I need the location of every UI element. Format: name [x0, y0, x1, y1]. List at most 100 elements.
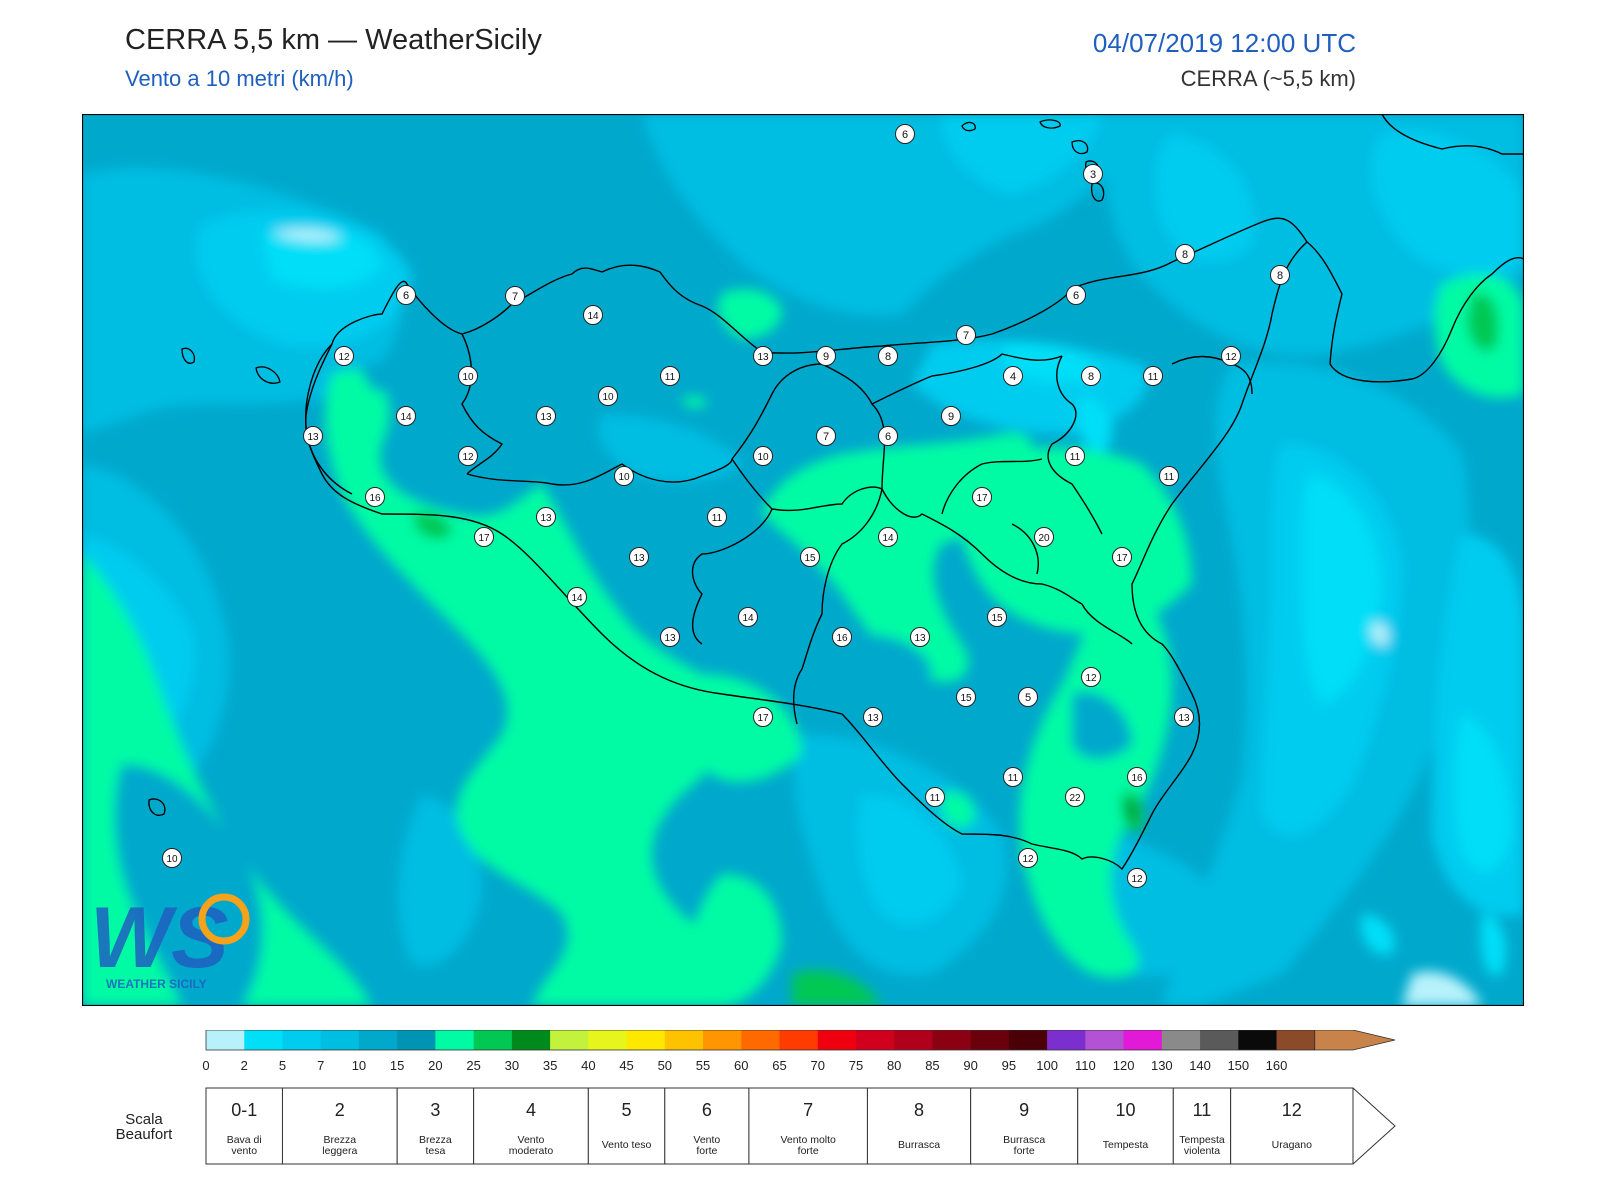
station-value: 13	[540, 513, 552, 524]
colorbar-bin	[664, 1030, 704, 1050]
colorbar-bin	[1200, 1030, 1239, 1050]
station-circle	[1066, 285, 1086, 305]
colorbar-tick-label: 30	[505, 1058, 519, 1073]
wind-station: 15	[987, 607, 1007, 627]
colorbar-bin	[320, 1030, 360, 1050]
beaufort-desc: Tempesta	[1103, 1139, 1149, 1151]
beaufort-desc-line2: leggera	[322, 1145, 357, 1157]
wind-station: 13	[536, 507, 556, 527]
colorbar-arrow	[1314, 1030, 1396, 1051]
station-value: 17	[976, 493, 988, 504]
colorbar-bin	[1085, 1030, 1125, 1050]
station-value: 11	[665, 372, 676, 383]
station-value: 12	[1022, 854, 1034, 865]
map-subtitle: Vento a 10 metri (km/h)	[125, 66, 354, 91]
beaufort-desc-line2: forte	[696, 1145, 717, 1157]
wind-station: 6	[1066, 285, 1086, 305]
beaufort-desc: Vento teso	[602, 1139, 652, 1151]
colorbar-bin	[358, 1030, 398, 1050]
wind-station: 13	[660, 627, 680, 647]
beaufort-number: 10	[1115, 1100, 1135, 1120]
station-value: 13	[540, 412, 552, 423]
station-value: 13	[664, 633, 676, 644]
station-circle	[707, 507, 727, 527]
wind-station: 22	[1065, 787, 1085, 807]
station-circle	[660, 366, 680, 386]
colorbar-bin	[473, 1030, 513, 1050]
station-circle	[396, 406, 416, 426]
station-circle	[1065, 787, 1085, 807]
beaufort-desc-line1: Brezza	[419, 1134, 452, 1146]
station-circle	[1159, 466, 1179, 486]
colorbar-tick-label: 150	[1227, 1058, 1249, 1073]
station-value: 10	[602, 392, 614, 403]
wind-station: 12	[1221, 346, 1241, 366]
weathersicily-logo: WS WEATHER SICILY	[90, 890, 250, 991]
colorbar-tick-label: 25	[466, 1058, 480, 1073]
colorbar-bin	[626, 1030, 666, 1050]
colorbar-tick-label: 130	[1151, 1058, 1173, 1073]
beaufort-number: 11	[1193, 1100, 1212, 1120]
colorbar-bin	[741, 1030, 780, 1050]
wind-station: 11	[1159, 466, 1179, 486]
wind-station: 14	[738, 607, 758, 627]
station-circle	[1034, 527, 1054, 547]
station-value: 14	[571, 593, 583, 604]
station-value: 3	[1090, 169, 1096, 181]
station-circle	[1081, 366, 1101, 386]
beaufort-number: 3	[430, 1100, 440, 1120]
colorbar-tick-label: 15	[390, 1058, 404, 1073]
wind-map: 6 3 8 8 6 7 14 6 7 12 13 9 8 12 10 11 4 8 11 10 14 13 9 13 7 6 12 1…	[82, 114, 1524, 1006]
wind-station: 12	[1127, 868, 1147, 888]
wind-station: 14	[878, 527, 898, 547]
station-circle	[816, 426, 836, 446]
station-value: 10	[618, 472, 630, 483]
colorbar-tick-label: 35	[543, 1058, 557, 1073]
beaufort-desc-line1: Vento molto	[780, 1134, 836, 1146]
beaufort-desc: Uragano	[1272, 1139, 1312, 1151]
station-value: 8	[885, 351, 891, 363]
beaufort-cell-box	[1230, 1087, 1396, 1165]
station-circle	[1221, 346, 1241, 366]
colorbar-bin	[970, 1030, 1010, 1050]
wind-station: 15	[800, 547, 820, 567]
colorbar-tick-label: 40	[581, 1058, 595, 1073]
wind-station: 7	[505, 286, 525, 306]
wind-station: 14	[567, 587, 587, 607]
station-circle	[832, 627, 852, 647]
model-label: CERRA (~5,5 km)	[1180, 66, 1356, 91]
colorbar-tick-label: 120	[1113, 1058, 1135, 1073]
beaufort-title-line2: Beaufort	[115, 1126, 173, 1143]
wind-station: 8	[1081, 366, 1101, 386]
colorbar-tick-label: 110	[1075, 1058, 1096, 1073]
station-value: 13	[1178, 713, 1190, 724]
station-circle	[614, 466, 634, 486]
station-value: 22	[1069, 793, 1081, 804]
colorbar-tick-label: 90	[963, 1058, 977, 1073]
colorbar-bin	[703, 1030, 742, 1050]
colorbar-bin	[282, 1030, 322, 1050]
colorbar-tick-label: 85	[925, 1058, 939, 1073]
station-circle	[629, 547, 649, 567]
station-circle	[895, 124, 915, 144]
colorbar-tick-label: 100	[1036, 1058, 1058, 1073]
colorbar-bin	[588, 1030, 628, 1050]
wind-station: 16	[1127, 767, 1147, 787]
wind-station: 17	[474, 527, 494, 547]
wind-station: 12	[334, 346, 354, 366]
wind-station: 20	[1034, 527, 1054, 547]
station-value: 5	[1025, 692, 1031, 704]
beaufort-number: 7	[803, 1100, 813, 1120]
station-value: 14	[882, 533, 894, 544]
station-circle	[458, 366, 478, 386]
beaufort-desc-line1: Tempesta	[1179, 1134, 1225, 1146]
beaufort-cell-box	[281, 1087, 398, 1165]
station-circle	[1081, 667, 1101, 687]
wind-station: 3	[1083, 164, 1103, 184]
station-value: 15	[960, 693, 972, 704]
beaufort-number: 9	[1019, 1100, 1029, 1120]
